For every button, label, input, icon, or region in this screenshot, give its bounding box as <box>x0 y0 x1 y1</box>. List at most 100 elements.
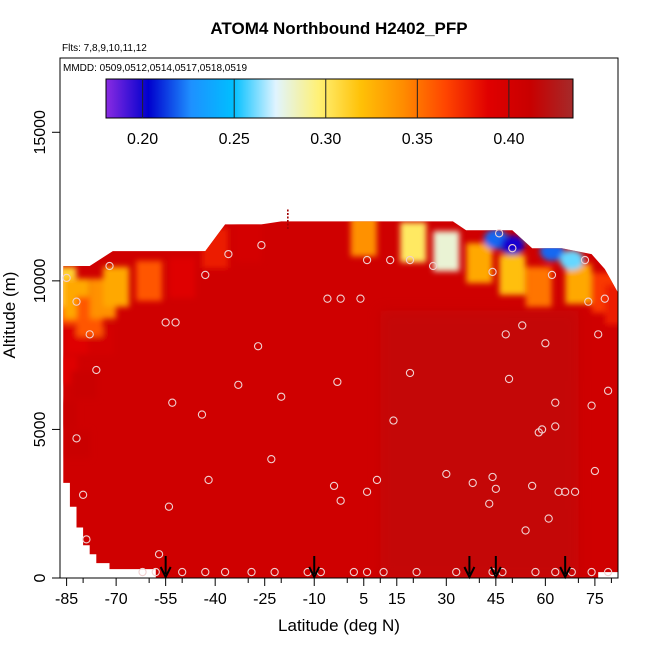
x-tick-label: -70 <box>105 591 128 608</box>
chart-subtitle-flights: Flts: 7,8,9,10,11,12 <box>62 43 147 54</box>
curtain-cell <box>71 370 98 399</box>
profile-point <box>603 386 613 395</box>
profile-point <box>501 330 510 339</box>
profile-point <box>405 255 415 265</box>
colorbar-tick-label: 0.30 <box>310 131 341 148</box>
profile-point <box>428 261 438 271</box>
curtain-cell <box>63 400 78 429</box>
profile-arrow <box>463 556 476 580</box>
profile-point <box>372 475 382 485</box>
curtain-cell <box>169 257 196 298</box>
plot-area <box>59 57 619 580</box>
curtain-cell <box>559 250 584 271</box>
profile-point <box>161 318 170 327</box>
profile-point <box>72 297 81 306</box>
profile-point <box>537 425 547 434</box>
profile-arrows <box>159 556 572 580</box>
x-axis-label: Latitude (deg N) <box>278 616 400 635</box>
profile-point <box>554 487 563 496</box>
profile-point <box>329 481 339 491</box>
curtain-cell <box>136 260 163 301</box>
x-tick-label: 60 <box>536 591 554 608</box>
colorbar-tick-label: 0.40 <box>493 131 524 148</box>
profile-point <box>72 434 81 443</box>
colorbar-tick-label: 0.25 <box>219 131 250 148</box>
curtain-blobs <box>63 221 619 459</box>
curtain-cell <box>466 243 493 284</box>
curtain-cell <box>235 222 262 263</box>
x-tick-label: -40 <box>204 591 227 608</box>
profile-point <box>197 410 207 419</box>
profile-point <box>590 466 600 476</box>
profile-point <box>580 255 590 265</box>
profile-point <box>82 535 91 544</box>
profile-point <box>442 469 451 479</box>
profile-point <box>168 398 177 407</box>
curtain-cell <box>525 266 552 307</box>
plot-frame <box>59 57 619 579</box>
profile-point <box>600 294 609 303</box>
y-tick-label: 10000 <box>32 259 49 304</box>
profile-point <box>201 567 210 577</box>
profile-point <box>257 241 266 250</box>
profile-point <box>491 484 500 494</box>
chart-subtitle-dates: MMDD: 0509,0512,0514,0517,0518,0519 <box>63 63 247 74</box>
x-tick-label: 75 <box>586 591 604 608</box>
y-tick-label: 0 <box>32 573 49 582</box>
x-tick-label: -85 <box>55 591 78 608</box>
curtain-cell <box>605 284 619 325</box>
curtain-cell <box>499 254 526 295</box>
profile-point <box>584 297 593 306</box>
profile-point <box>551 422 560 431</box>
profile-point <box>201 270 210 280</box>
colorbar-legend: 0.20 0.25 0.30 0.35 0.40 <box>105 78 574 148</box>
profile-point <box>561 487 570 496</box>
profile-point <box>323 294 332 303</box>
profile-point <box>178 567 187 577</box>
curtain-cell <box>565 263 592 304</box>
x-tick-label: -25 <box>253 591 276 608</box>
colorbar-tick-label: 0.20 <box>127 131 158 148</box>
profile-point <box>389 416 398 425</box>
profile-point <box>386 255 395 265</box>
profile-arrow <box>159 556 172 580</box>
curtain-cell <box>202 228 229 269</box>
profile-point <box>267 454 276 464</box>
curtain-field <box>63 221 619 578</box>
profile-point <box>349 567 359 577</box>
profile-point <box>277 392 286 401</box>
profile-point <box>508 244 517 253</box>
profile-point <box>224 249 233 259</box>
profile-point <box>154 550 164 559</box>
profile-point <box>521 526 530 535</box>
profile-point <box>551 398 560 407</box>
profile-point <box>412 567 421 577</box>
profile-point <box>362 567 372 577</box>
profile-point <box>204 475 213 485</box>
profile-point <box>62 273 71 283</box>
profile-points <box>62 229 613 577</box>
profile-point <box>504 374 514 384</box>
profile-point <box>551 567 560 577</box>
x-tick-label: 30 <box>437 591 455 608</box>
y-axis-label: Altitude (m) <box>0 272 19 359</box>
profile-point <box>594 330 603 339</box>
profile-point <box>570 487 580 496</box>
profile-point <box>85 330 94 339</box>
profile-arrow <box>489 556 502 580</box>
x-tick-label: 5 <box>359 591 368 608</box>
profile-point <box>356 294 365 303</box>
profile-point <box>336 294 345 303</box>
profile-point <box>488 472 497 482</box>
y-tick-label: 15000 <box>32 110 49 155</box>
curtain-cell <box>523 223 548 244</box>
profile-point <box>247 567 256 577</box>
profile-point <box>333 377 342 387</box>
profile-point <box>544 514 553 523</box>
profile-point <box>541 339 550 348</box>
profile-point <box>336 496 345 505</box>
profile-point <box>468 478 477 488</box>
profile-point <box>171 318 180 327</box>
curtain-cell <box>433 231 460 272</box>
